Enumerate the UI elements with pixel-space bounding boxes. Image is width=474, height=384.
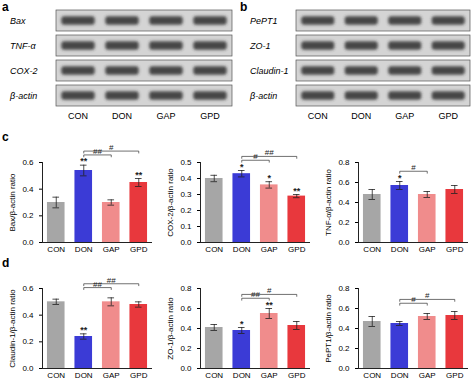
svg-text:0.2: 0.2	[22, 337, 34, 346]
svg-text:GPD: GPD	[130, 245, 148, 254]
svg-text:GPD: GPD	[446, 245, 464, 254]
svg-text:#: #	[267, 286, 272, 295]
svg-text:CON: CON	[68, 111, 88, 121]
svg-text:β-actin: β-actin	[9, 91, 37, 101]
svg-text:GPD: GPD	[288, 245, 306, 254]
svg-text:0.0: 0.0	[180, 238, 192, 247]
svg-text:0.1: 0.1	[180, 222, 192, 231]
svg-text:TNF-α/β-actin ratio: TNF-α/β-actin ratio	[324, 168, 333, 236]
svg-text:GAP: GAP	[419, 371, 436, 380]
svg-text:DON: DON	[391, 245, 409, 254]
svg-text:##: ##	[93, 280, 102, 289]
svg-text:0.6: 0.6	[180, 304, 192, 313]
svg-text:GPD: GPD	[200, 111, 220, 121]
svg-text:##: ##	[107, 276, 116, 285]
svg-text:0.2: 0.2	[338, 218, 350, 227]
svg-text:0.4: 0.4	[338, 198, 350, 207]
svg-text:0.2: 0.2	[180, 206, 192, 215]
html-text:c: c	[2, 130, 9, 144]
svg-text:CON: CON	[308, 111, 328, 121]
svg-text:#: #	[425, 291, 430, 300]
svg-text:COX-2/β-actin ratio: COX-2/β-actin ratio	[166, 168, 175, 237]
svg-text:GAP: GAP	[156, 111, 175, 121]
svg-text:0.4: 0.4	[22, 311, 34, 320]
html-text:d: d	[2, 256, 10, 270]
svg-text:#: #	[109, 143, 114, 152]
svg-text:0.0: 0.0	[338, 238, 350, 247]
svg-text:0.4: 0.4	[338, 324, 350, 333]
svg-text:DON: DON	[233, 371, 251, 380]
svg-text:GAP: GAP	[419, 245, 436, 254]
svg-text:*: *	[240, 162, 244, 172]
svg-text:GAP: GAP	[103, 245, 120, 254]
svg-text:GAP: GAP	[103, 371, 120, 380]
svg-text:CON: CON	[205, 371, 223, 380]
svg-text:0.0: 0.0	[22, 238, 34, 247]
svg-text:**: **	[293, 186, 301, 196]
svg-text:DON: DON	[112, 111, 132, 121]
svg-text:0.2: 0.2	[22, 211, 34, 220]
svg-text:##: ##	[93, 147, 102, 156]
svg-text:#: #	[411, 295, 416, 304]
svg-text:0.2: 0.2	[180, 344, 192, 353]
svg-text:DON: DON	[75, 371, 93, 380]
svg-text:Claudin-1: Claudin-1	[250, 66, 289, 76]
svg-text:0.0: 0.0	[22, 364, 34, 373]
svg-text:0.4: 0.4	[180, 174, 192, 183]
svg-text:0.8: 0.8	[338, 284, 350, 293]
svg-text:**: **	[80, 156, 88, 166]
svg-text:COX-2: COX-2	[10, 66, 38, 76]
svg-text:**: **	[266, 300, 274, 310]
svg-text:ZO-1: ZO-1	[249, 41, 271, 51]
svg-text:PePT1: PePT1	[250, 16, 278, 26]
svg-text:0.6: 0.6	[338, 178, 350, 187]
svg-text:GPD: GPD	[130, 371, 148, 380]
svg-text:Claudin-1/β-actin ratio: Claudin-1/β-actin ratio	[8, 289, 17, 368]
svg-text:a: a	[2, 0, 9, 14]
svg-text:GPD: GPD	[438, 111, 458, 121]
svg-text:0.0: 0.0	[180, 364, 192, 373]
svg-text:#: #	[253, 152, 258, 161]
svg-text:DON: DON	[75, 245, 93, 254]
svg-text:GPD: GPD	[446, 371, 464, 380]
svg-text:CON: CON	[363, 245, 381, 254]
svg-text:0.4: 0.4	[22, 185, 34, 194]
svg-text:CON: CON	[47, 245, 65, 254]
svg-text:ZO-1/β-actin ratio: ZO-1/β-actin ratio	[166, 297, 175, 360]
svg-text:0.6: 0.6	[338, 304, 350, 313]
svg-text:GPD: GPD	[288, 371, 306, 380]
svg-text:β-actin: β-actin	[249, 91, 277, 101]
svg-text:CON: CON	[363, 371, 381, 380]
svg-text:0.3: 0.3	[180, 190, 192, 199]
svg-text:##: ##	[251, 290, 260, 299]
svg-text:0.0: 0.0	[338, 364, 350, 373]
svg-text:**: **	[80, 325, 88, 335]
svg-text:0.5: 0.5	[180, 158, 192, 167]
svg-text:DON: DON	[391, 371, 409, 380]
svg-text:GAP: GAP	[395, 111, 414, 121]
svg-text:0.8: 0.8	[180, 284, 192, 293]
svg-text:DON: DON	[233, 245, 251, 254]
svg-text:*: *	[398, 173, 402, 183]
svg-text:TNF-α: TNF-α	[10, 41, 36, 51]
svg-text:0.8: 0.8	[338, 158, 350, 167]
svg-text:PePT1/β-actin ratio: PePT1/β-actin ratio	[324, 294, 333, 363]
svg-text:CON: CON	[47, 371, 65, 380]
svg-text:Bax/β-actin ratio: Bax/β-actin ratio	[8, 173, 17, 232]
svg-text:CON: CON	[205, 245, 223, 254]
svg-text:*: *	[267, 173, 271, 183]
svg-text:0.2: 0.2	[338, 344, 350, 353]
svg-text:Bax: Bax	[10, 16, 26, 26]
svg-text:##: ##	[265, 148, 274, 157]
svg-text:GAP: GAP	[261, 245, 278, 254]
svg-text:DON: DON	[351, 111, 371, 121]
svg-text:**: **	[135, 170, 143, 180]
svg-text:0.6: 0.6	[22, 158, 34, 167]
svg-text:*: *	[240, 319, 244, 329]
svg-text:GAP: GAP	[261, 371, 278, 380]
svg-text:0.4: 0.4	[180, 324, 192, 333]
svg-text:b: b	[240, 0, 247, 14]
svg-text:#: #	[411, 163, 416, 172]
svg-text:0.6: 0.6	[22, 284, 34, 293]
